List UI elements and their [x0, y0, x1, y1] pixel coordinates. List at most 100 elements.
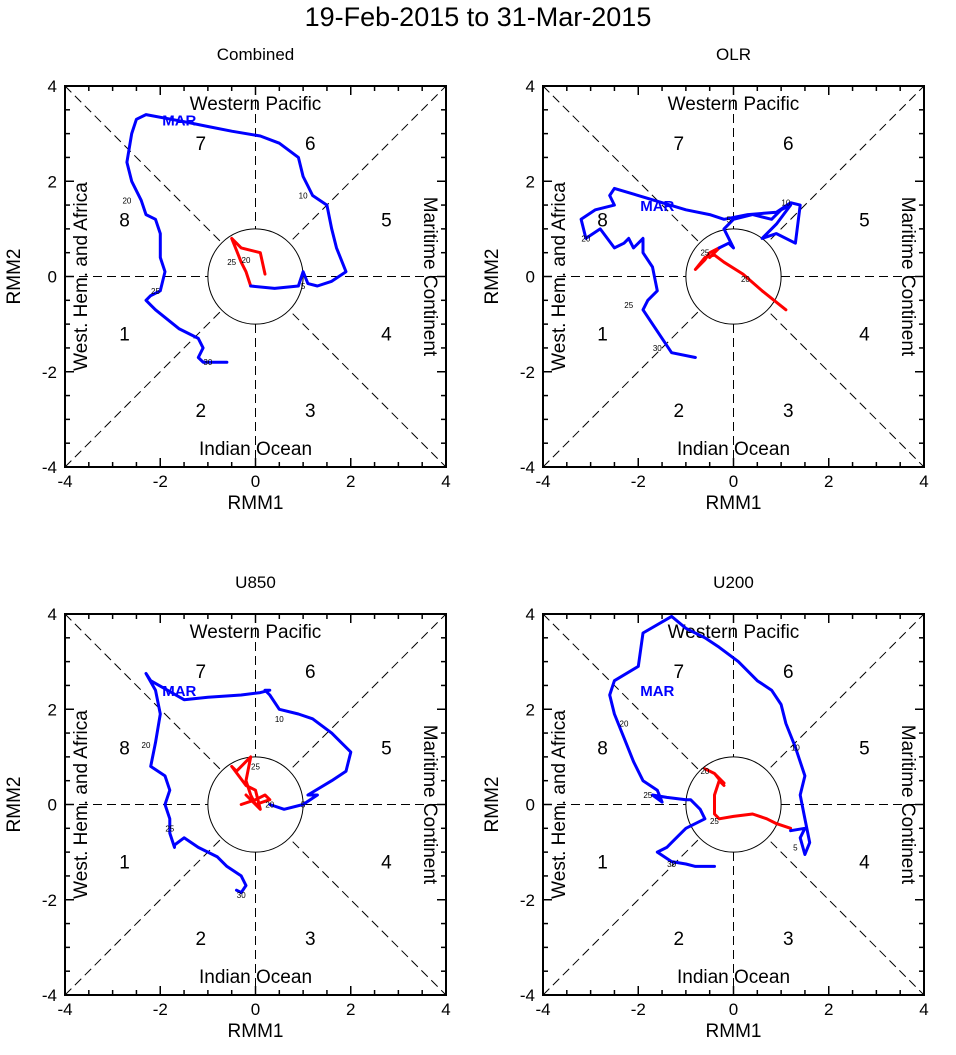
y-tick-label: 2 — [526, 700, 535, 719]
day-label: 10 — [275, 715, 284, 724]
phase-label-2: 2 — [673, 929, 684, 950]
figure-title: 19-Feb-2015 to 31-Mar-2015 — [304, 2, 652, 32]
day-label: 20 — [265, 801, 274, 810]
y-tick-label: 4 — [48, 77, 57, 96]
phase-label-6: 6 — [783, 662, 794, 683]
phase-label-7: 7 — [673, 134, 684, 155]
y-tick-label: -2 — [520, 363, 535, 382]
x-tick-label: -2 — [631, 1000, 646, 1019]
phase-label-6: 6 — [305, 134, 316, 155]
unit-circle — [685, 756, 782, 853]
y-tick-label: 0 — [526, 268, 535, 287]
y-tick-label: 2 — [48, 700, 57, 719]
x-tick-label: 0 — [251, 1000, 260, 1019]
day-label: 5 — [301, 801, 306, 810]
chart-title: Combined — [217, 45, 295, 64]
x-tick-label: -4 — [535, 1000, 550, 1019]
day-label: 10 — [791, 743, 800, 752]
phase-label-8: 8 — [597, 210, 608, 231]
region-label-western-pacific: Western Pacific — [190, 622, 322, 643]
y-tick-label: 2 — [526, 172, 535, 191]
phase-label-4: 4 — [859, 325, 870, 346]
phase-label-1: 1 — [119, 853, 130, 874]
y-tick-label: 0 — [48, 796, 57, 815]
x-tick-label: 4 — [919, 1000, 928, 1019]
region-label-maritime-continent: Maritime Continent — [897, 197, 918, 357]
y-tick-label: 4 — [526, 605, 535, 624]
phase-label-1: 1 — [597, 325, 608, 346]
x-axis-label: RMM1 — [706, 493, 762, 514]
chart-olr: OLR -4-4 -2 -2 0 0 2 2 4 4 RMM1 RMM2 Western Pacific… — [482, 45, 929, 514]
day-label: 20 — [122, 196, 131, 205]
x-tick-label: 4 — [919, 472, 928, 491]
phase-label-2: 2 — [673, 401, 684, 422]
chart-combined: Combined -4-4 -2 -2 0 0 2 2 4 4 RMM1 RMM2 Western Pa… — [4, 45, 451, 514]
y-tick-label: -2 — [520, 891, 535, 910]
x-tick-label: 0 — [251, 472, 260, 491]
x-tick-label: -4 — [535, 472, 550, 491]
x-tick-label: -4 — [57, 1000, 72, 1019]
phase-label-3: 3 — [305, 929, 316, 950]
phase-label-3: 3 — [783, 929, 794, 950]
region-label-indian-ocean: Indian Ocean — [677, 439, 790, 460]
y-tick-label: 0 — [48, 268, 57, 287]
day-label: 5 — [793, 843, 798, 852]
y-tick-label: -4 — [520, 458, 535, 477]
y-axis-label: RMM2 — [4, 249, 25, 305]
phase-label-7: 7 — [673, 662, 684, 683]
phase-label-8: 8 — [597, 738, 608, 759]
phase-label-2: 2 — [195, 401, 206, 422]
x-tick-label: -4 — [57, 472, 72, 491]
day-label: 5 — [301, 282, 306, 291]
x-axis-label: RMM1 — [706, 1021, 762, 1042]
unit-circle — [685, 228, 782, 325]
day-label: 25 — [251, 762, 260, 771]
phase-label-4: 4 — [381, 325, 392, 346]
day-label: 10 — [781, 199, 790, 208]
y-tick-label: -4 — [42, 458, 57, 477]
day-label: 10 — [299, 192, 308, 201]
x-tick-label: -2 — [153, 472, 168, 491]
phase-label-2: 2 — [195, 929, 206, 950]
region-label-western-pacific: Western Pacific — [668, 94, 800, 115]
phase-label-7: 7 — [195, 134, 206, 155]
phase-label-5: 5 — [859, 738, 870, 759]
y-tick-label: 0 — [526, 796, 535, 815]
series-line-feb — [230, 755, 272, 811]
unit-circle — [207, 228, 304, 325]
day-label: 25 — [624, 301, 633, 310]
day-label: 5 — [727, 215, 732, 224]
chart-title: U200 — [713, 573, 754, 592]
month-label: MAR — [640, 198, 674, 215]
phase-label-8: 8 — [119, 210, 130, 231]
y-tick-label: 2 — [48, 172, 57, 191]
day-label: 30 — [203, 358, 212, 367]
x-axis-label: RMM1 — [228, 493, 284, 514]
series-line-mar — [608, 614, 812, 868]
phase-label-1: 1 — [119, 325, 130, 346]
y-axis-label: RMM2 — [482, 777, 503, 833]
series-line-feb — [693, 246, 788, 312]
day-label: 20 — [700, 767, 709, 776]
chart-u200: U200 -4-4 -2 -2 0 0 2 2 4 4 RMM1 RMM2 Western Pacifi… — [482, 573, 929, 1042]
y-tick-label: 4 — [48, 605, 57, 624]
x-tick-label: 2 — [346, 472, 355, 491]
phase-label-1: 1 — [597, 853, 608, 874]
day-label: 25 — [151, 287, 160, 296]
region-label-maritime-continent: Maritime Continent — [419, 725, 440, 885]
day-label: 20 — [142, 741, 151, 750]
x-tick-label: 4 — [441, 472, 450, 491]
phase-label-5: 5 — [859, 210, 870, 231]
x-tick-label: -2 — [153, 1000, 168, 1019]
phase-label-5: 5 — [381, 738, 392, 759]
region-label-western-pacific: Western Pacific — [668, 622, 800, 643]
x-axis-label: RMM1 — [228, 1021, 284, 1042]
day-label: 25 — [227, 258, 236, 267]
day-label: 20 — [242, 256, 251, 265]
phase-label-8: 8 — [119, 738, 130, 759]
region-label-west-hem-africa: West. Hem. and Africa — [71, 182, 92, 371]
series-line-feb — [230, 236, 267, 288]
month-label: MAR — [162, 683, 196, 700]
day-label: 20 — [741, 275, 750, 284]
